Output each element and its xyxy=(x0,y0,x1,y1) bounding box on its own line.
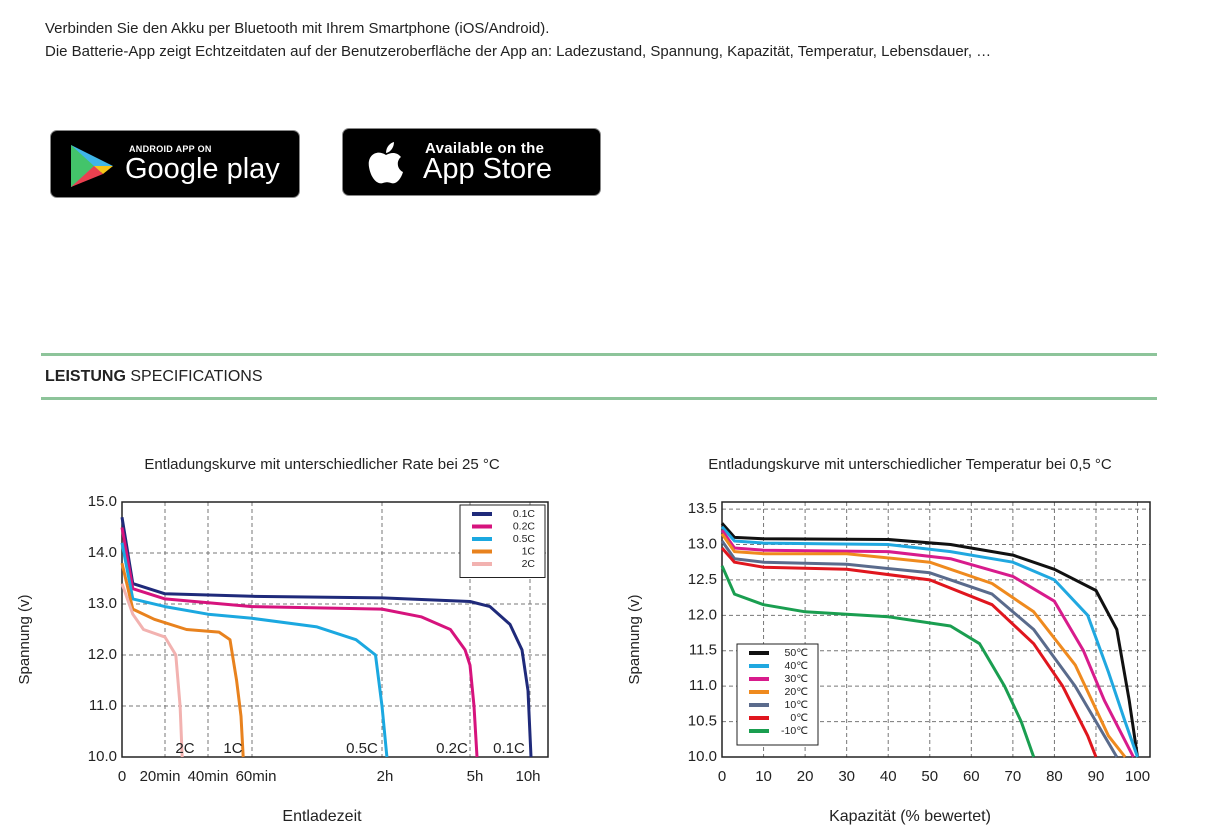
series-line xyxy=(120,562,245,758)
y-tick-label: 13.0 xyxy=(688,535,717,552)
x-tick-label: 70 xyxy=(1005,768,1022,785)
legend-label: 50℃ xyxy=(785,647,809,659)
series-line xyxy=(720,525,1139,758)
legend-label: 30℃ xyxy=(785,673,809,685)
series-line xyxy=(120,517,533,758)
badge-small-text: Available on the xyxy=(425,140,545,157)
y-tick-label: 11.0 xyxy=(89,697,117,714)
curve-label: 1C xyxy=(223,740,242,757)
legend-label: 0.2C xyxy=(513,520,536,532)
heading-rest: SPECIFICATIONS xyxy=(130,368,263,385)
series-line xyxy=(720,540,1119,758)
x-tick-label: 20min xyxy=(140,768,181,785)
x-tick-label: 100 xyxy=(1125,768,1150,785)
x-tick-label: 80 xyxy=(1046,768,1063,785)
x-tick-label: 50 xyxy=(921,768,938,785)
series-line xyxy=(720,522,1139,758)
legend-label: 40℃ xyxy=(785,660,809,672)
legend-label: 0℃ xyxy=(790,712,808,724)
series-line xyxy=(120,527,479,758)
series-line xyxy=(720,547,1098,758)
y-tick-label: 14.0 xyxy=(88,544,117,561)
y-tick-label: 10.5 xyxy=(688,713,717,730)
legend-label: 0.1C xyxy=(513,508,536,520)
x-tick-label: 0 xyxy=(118,768,126,785)
x-tick-label: 10 xyxy=(755,768,772,785)
curve-label: 0.2C xyxy=(436,740,468,757)
section-rule xyxy=(41,353,1157,356)
legend-label: 2C xyxy=(522,558,536,570)
plot-frame xyxy=(121,501,549,758)
legend-label: -10℃ xyxy=(781,725,808,737)
plot-frame xyxy=(721,501,1151,758)
badge-large-text: App Store xyxy=(423,153,552,185)
x-axis-label: Kapazität (% bewertet) xyxy=(829,808,991,825)
apple-icon xyxy=(368,142,403,184)
y-tick-label: 15.0 xyxy=(88,493,117,510)
x-tick-label: 30 xyxy=(838,768,855,785)
app-store-badge[interactable]: Available on the App Store xyxy=(342,128,601,196)
y-axis-label: Spannung (v) xyxy=(626,594,643,684)
y-tick-label: 11.0 xyxy=(689,677,717,694)
heading-bold: LEISTUNG xyxy=(45,368,126,385)
y-tick-label: 12.0 xyxy=(88,646,117,663)
x-tick-label: 90 xyxy=(1088,768,1105,785)
x-tick-label: 5h xyxy=(467,768,484,785)
curve-label: 2C xyxy=(175,740,194,757)
legend-label: 0.5C xyxy=(513,533,536,545)
intro-line: Die Batterie-App zeigt Echtzeitdaten auf… xyxy=(45,43,992,60)
chart-title: Entladungskurve mit unterschiedlicher Ra… xyxy=(144,456,500,473)
x-tick-label: 40 xyxy=(880,768,897,785)
y-tick-label: 11.5 xyxy=(689,642,717,659)
legend-box xyxy=(736,643,819,746)
y-axis-label: Spannung (v) xyxy=(16,594,33,684)
curve-label: 0.5C xyxy=(346,740,378,757)
section-rule xyxy=(41,397,1157,400)
y-tick-label: 12.5 xyxy=(688,571,717,588)
x-tick-label: 2h xyxy=(377,768,394,785)
x-tick-label: 0 xyxy=(718,768,726,785)
google-play-badge[interactable]: ANDROID APP ON Google play xyxy=(50,130,300,198)
series-line xyxy=(720,533,1127,758)
legend-label: 10℃ xyxy=(785,699,809,711)
x-tick-label: 20 xyxy=(797,768,814,785)
series-line xyxy=(720,529,1135,758)
y-tick-label: 10.0 xyxy=(688,748,717,765)
x-axis-label: Entladezeit xyxy=(282,808,362,825)
play-icon xyxy=(71,145,113,187)
x-tick-label: 40min xyxy=(188,768,229,785)
section-heading: LEISTUNG SPECIFICATIONS xyxy=(45,368,263,386)
y-tick-label: 13.5 xyxy=(688,500,717,517)
legend-label: 20℃ xyxy=(785,686,809,698)
series-line xyxy=(120,583,184,758)
series-line xyxy=(720,565,1036,758)
badge-large-text: Google play xyxy=(125,153,280,185)
x-tick-label: 10h xyxy=(515,768,540,785)
intro-line: Verbinden Sie den Akku per Bluetooth mit… xyxy=(45,20,550,37)
series-line xyxy=(120,542,389,758)
legend-label: 1C xyxy=(522,545,536,557)
chart-title: Entladungskurve mit unterschiedlicher Te… xyxy=(708,456,1112,473)
y-tick-label: 13.0 xyxy=(88,595,117,612)
y-tick-label: 12.0 xyxy=(688,606,717,623)
curve-label: 0.1C xyxy=(493,740,525,757)
x-tick-label: 60 xyxy=(963,768,980,785)
intro: Verbinden Sie den Akku per Bluetooth mit… xyxy=(45,17,1195,63)
badge-small-text: ANDROID APP ON xyxy=(129,144,212,154)
x-tick-label: 60min xyxy=(236,768,277,785)
y-tick-label: 10.0 xyxy=(88,748,117,765)
